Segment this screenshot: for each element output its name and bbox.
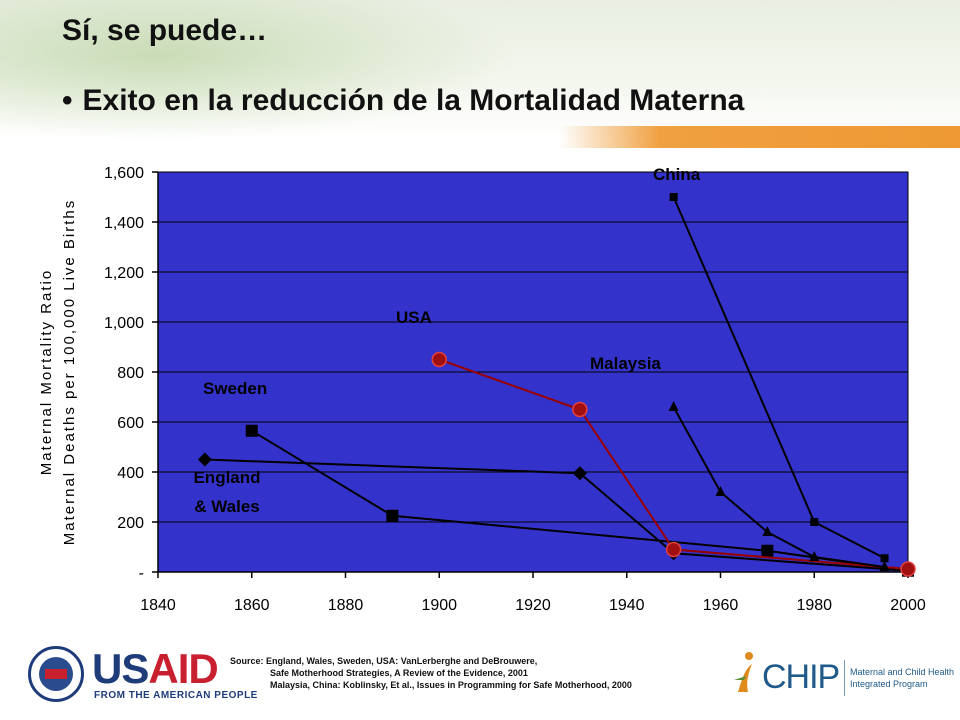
x-tick-label: 1920 (515, 597, 551, 614)
source-line-1: Source: England, Wales, Sweden, USA: Van… (230, 656, 538, 666)
x-tick-label: 1960 (703, 597, 739, 614)
y-tick-label: 1,600 (104, 165, 144, 182)
bullet-dot-icon: • (62, 84, 73, 117)
data-point-sweden (245, 424, 258, 437)
data-point-usa (900, 561, 916, 577)
data-point-malaysia (809, 551, 820, 561)
data-point-sweden (761, 544, 774, 557)
y-ticks: - 200 400 600 800 1,000 1,200 1,400 1,600 (104, 165, 158, 582)
bullet-text: Exito en la reducción de la Mortalidad M… (82, 84, 745, 117)
x-tick-label: 1880 (328, 597, 364, 614)
data-point-sweden (386, 509, 399, 522)
y-tick-label: - (139, 565, 144, 582)
x-tick-label: 1840 (140, 597, 176, 614)
data-point-china (669, 193, 678, 201)
usaid-wordmark-us: US (92, 645, 149, 692)
chip-figure-icon (734, 652, 753, 692)
y-tick-label: 600 (117, 415, 144, 432)
series-line-england-wales (204, 458, 909, 572)
y-tick-label: 1,200 (104, 265, 144, 282)
chip-wordmark: CHIP (762, 658, 840, 696)
series-layer (197, 193, 916, 578)
slide-title: Sí, se puede… (62, 14, 268, 47)
y-tick-label: 800 (117, 365, 144, 382)
series-china (669, 193, 889, 563)
x-tick-label: 1900 (421, 597, 457, 614)
source-citation: Source: England, Wales, Sweden, USA: Van… (230, 655, 632, 691)
usaid-wordmark-aid: AID (148, 645, 218, 692)
y-axis-label-line2: Maternal Deaths per 100,000 Live Births (61, 199, 78, 545)
x-tick-label: 1980 (796, 597, 832, 614)
y-tick-label: 200 (117, 515, 144, 532)
usaid-tagline: FROM THE AMERICAN PEOPLE (94, 690, 258, 701)
source-line-3: Malaysia, China: Koblinsky, Et al., Issu… (270, 680, 632, 690)
y-axis-label-line1: Maternal Mortality Ratio (38, 269, 55, 475)
y-tick-label: 1,000 (104, 315, 144, 332)
annotation-malaysia: Malaysia (590, 354, 661, 373)
chip-description-line2: Integrated Program (850, 679, 928, 689)
data-point-malaysia (762, 526, 773, 536)
x-ticks: 1840 1860 1880 1900 1920 1940 1960 1980 2000 (140, 572, 926, 614)
data-point-england-wales (197, 452, 212, 467)
data-point-usa (431, 351, 447, 368)
seal-band (45, 669, 67, 679)
header-glow (0, 0, 520, 140)
data-point-china (810, 518, 819, 526)
series-line-usa (438, 358, 909, 570)
chip-description-line1: Maternal and Child Health (850, 667, 955, 677)
annotation-china: China (653, 165, 701, 184)
data-point-england-wales (572, 466, 587, 481)
x-tick-label: 2000 (890, 597, 926, 614)
data-point-usa (665, 541, 682, 558)
annotation-usa: USA (396, 308, 432, 327)
annotation-layer: China USA Malaysia Sweden England & Wale… (193, 165, 700, 516)
bullet-point: • Exito en la reducción de la Mortalidad … (62, 84, 744, 118)
annotation-wales: & Wales (194, 497, 260, 516)
series-usa (431, 351, 916, 577)
annotation-england: England (193, 468, 260, 487)
annotation-sweden: Sweden (203, 379, 267, 398)
usaid-wordmark: USAID (92, 645, 219, 692)
chip-divider (844, 660, 845, 696)
grid-lines (158, 171, 908, 523)
y-tick-label: 1,400 (104, 215, 144, 232)
data-point-china (880, 554, 889, 563)
x-tick-label: 1940 (609, 597, 645, 614)
data-point-malaysia (715, 486, 726, 496)
data-point-malaysia (668, 401, 679, 411)
chip-description: Maternal and Child Health Integrated Pro… (850, 666, 954, 690)
y-tick-label: 400 (117, 465, 144, 482)
orange-accent-band (560, 126, 960, 148)
usaid-seal-logo (28, 646, 84, 702)
series-malaysia (668, 401, 890, 571)
x-tick-label: 1860 (234, 597, 270, 614)
data-point-usa (572, 401, 588, 418)
source-line-2: Safe Motherhood Strategies, A Review of … (270, 668, 528, 678)
data-point-malaysia (879, 561, 890, 571)
